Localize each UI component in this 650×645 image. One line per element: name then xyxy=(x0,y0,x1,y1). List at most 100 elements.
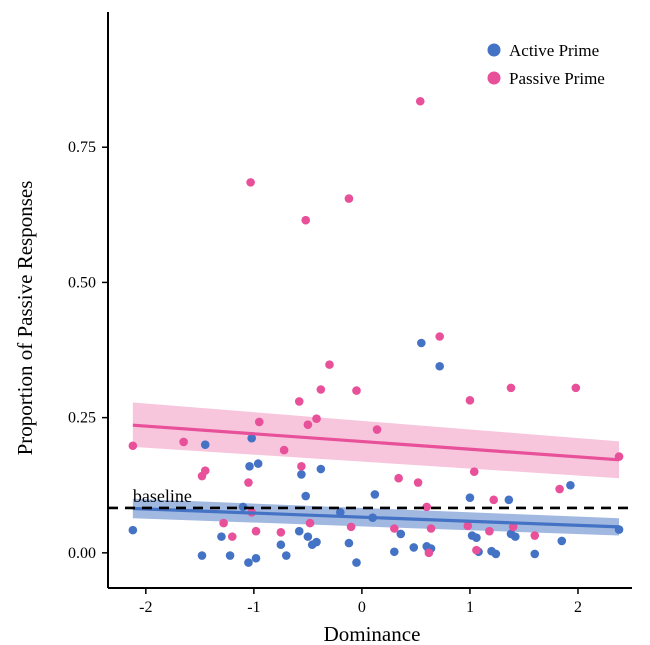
passive-prime-point-25 xyxy=(390,524,399,533)
passive-prime-point-27 xyxy=(413,478,423,487)
active-prime-point-25 xyxy=(390,547,399,557)
passive-prime-point-9 xyxy=(251,526,261,536)
active-prime-point-44 xyxy=(566,480,575,490)
active-prime-point-20 xyxy=(335,507,345,517)
x-tick-label: -2 xyxy=(139,599,152,616)
active-prime-point-12 xyxy=(281,551,291,560)
y-tick-label: 0.75 xyxy=(68,139,96,156)
passive-prime-point-31 xyxy=(426,524,436,533)
passive-prime-point-20 xyxy=(325,360,334,369)
x-tick-label: -1 xyxy=(247,599,260,616)
passive-prime-confidence-band xyxy=(132,402,620,479)
active-prime-point-7 xyxy=(245,462,254,471)
passive-prime-point-29 xyxy=(422,502,432,512)
passive-prime-point-3 xyxy=(200,466,210,475)
passive-prime-point-11 xyxy=(276,527,286,537)
active-prime-point-19 xyxy=(316,464,326,474)
x-tick-label: 0 xyxy=(358,599,366,616)
active-prime-fit-line xyxy=(132,506,620,529)
passive-prime-point-39 xyxy=(530,531,540,540)
y-ticks: 0.00 0.25 0.50 0.75 xyxy=(68,139,108,562)
legend-label-active-prime: Active Prime xyxy=(509,41,599,60)
passive-prime-point-37 xyxy=(506,383,516,393)
x-tick-label: 2 xyxy=(574,599,582,616)
passive-prime-point-7 xyxy=(246,178,255,187)
data-points xyxy=(128,96,624,567)
active-prime-point-2 xyxy=(197,551,207,560)
axes xyxy=(107,12,632,589)
y-tick-label: 0.00 xyxy=(68,545,96,562)
legend-swatch-active-prime xyxy=(487,43,501,57)
active-prime-point-42 xyxy=(530,549,540,559)
active-prime-point-35 xyxy=(472,533,481,543)
active-prime-point-43 xyxy=(557,536,567,546)
legend-swatch-passive-prime xyxy=(487,71,501,85)
passive-prime-point-23 xyxy=(352,386,361,395)
regression-lines xyxy=(132,423,620,529)
passive-prime-point-43 xyxy=(485,526,494,536)
passive-prime-point-34 xyxy=(469,467,479,477)
passive-prime-point-35 xyxy=(472,545,481,555)
baseline-reference: baseline xyxy=(108,486,632,510)
legend-label-passive-prime: Passive Prime xyxy=(509,69,605,88)
passive-prime-point-32 xyxy=(435,332,444,341)
passive-prime-point-21 xyxy=(344,194,354,203)
active-prime-point-18 xyxy=(312,537,321,547)
passive-prime-point-24 xyxy=(372,425,382,434)
active-prime-point-10 xyxy=(253,459,263,468)
active-prime-point-22 xyxy=(352,558,361,567)
passive-prime-point-18 xyxy=(312,414,321,424)
passive-prime-point-14 xyxy=(297,462,306,471)
active-prime-point-21 xyxy=(344,538,354,548)
y-tick-label: 0.25 xyxy=(68,410,96,427)
passive-prime-point-1 xyxy=(179,437,188,447)
passive-prime-point-26 xyxy=(394,473,403,483)
passive-prime-point-4 xyxy=(219,518,228,528)
passive-prime-point-16 xyxy=(303,420,313,429)
passive-prime-point-19 xyxy=(316,385,326,394)
passive-prime-point-0 xyxy=(128,441,138,451)
passive-prime-point-33 xyxy=(465,396,475,405)
active-prime-point-39 xyxy=(504,495,514,505)
active-prime-point-27 xyxy=(409,543,419,552)
y-axis-title: Proportion of Passive Responses xyxy=(13,181,37,456)
active-prime-point-33 xyxy=(465,493,475,502)
active-prime-point-13 xyxy=(294,526,304,536)
active-prime-point-38 xyxy=(491,549,501,559)
passive-prime-point-10 xyxy=(254,417,264,427)
active-prime-point-24 xyxy=(370,490,380,499)
x-tick-label: 1 xyxy=(466,599,474,616)
legend: Active Prime Passive Prime xyxy=(487,41,605,88)
passive-prime-point-44 xyxy=(463,521,473,531)
active-prime-point-9 xyxy=(251,553,261,563)
y-tick-label: 0.50 xyxy=(68,274,96,291)
active-prime-point-3 xyxy=(217,532,226,541)
passive-prime-point-5 xyxy=(227,532,237,541)
passive-prime-point-22 xyxy=(346,522,356,532)
passive-prime-fit-line xyxy=(132,423,620,462)
active-prime-point-41 xyxy=(511,532,520,541)
passive-prime-point-30 xyxy=(424,548,434,558)
active-prime-point-28 xyxy=(417,338,426,348)
passive-prime-point-28 xyxy=(415,96,425,106)
active-prime-point-26 xyxy=(396,529,406,539)
passive-prime-point-38 xyxy=(508,522,518,532)
x-axis-title: Dominance xyxy=(324,622,421,645)
passive-prime-point-41 xyxy=(571,383,581,393)
active-prime-point-14 xyxy=(297,470,306,479)
active-prime-point-16 xyxy=(303,532,313,541)
passive-prime-point-17 xyxy=(305,518,315,528)
passive-prime-point-36 xyxy=(489,495,499,505)
active-prime-point-6 xyxy=(244,558,253,567)
active-prime-point-32 xyxy=(435,361,444,371)
passive-prime-point-6 xyxy=(244,478,253,487)
x-ticks: -2 -1 0 1 2 xyxy=(139,588,582,616)
active-prime-point-0 xyxy=(128,525,138,535)
passive-prime-point-12 xyxy=(279,445,289,455)
baseline-label: baseline xyxy=(133,486,192,506)
active-prime-point-11 xyxy=(276,540,286,550)
passive-prime-point-15 xyxy=(301,215,311,225)
active-prime-point-15 xyxy=(301,491,311,501)
active-prime-point-8 xyxy=(247,433,256,443)
